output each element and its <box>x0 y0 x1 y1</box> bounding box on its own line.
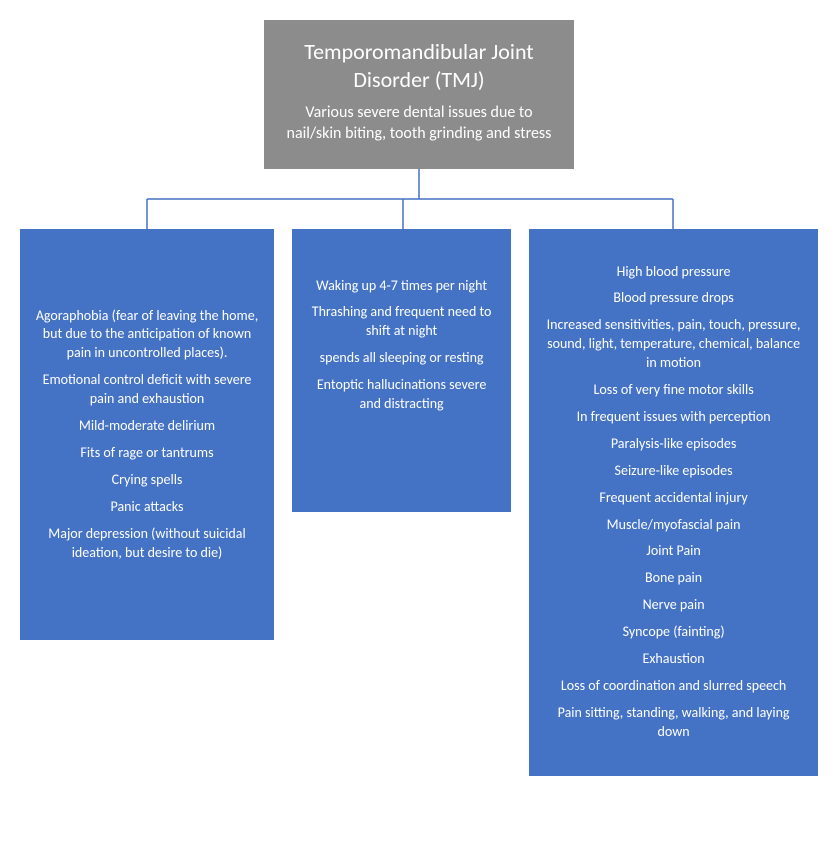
column-right: High blood pressure Blood pressure drops… <box>529 229 818 776</box>
list-item: Increased sensitivities, pain, touch, pr… <box>543 316 804 373</box>
list-item: Mild-moderate delirium <box>34 417 260 436</box>
list-item: Nerve pain <box>543 596 804 615</box>
list-item: Fits of rage or tantrums <box>34 444 260 463</box>
connector-lines <box>20 169 818 229</box>
list-item: Loss of coordination and slurred speech <box>543 677 804 696</box>
list-item: Exhaustion <box>543 650 804 669</box>
root-node: Temporomandibular Joint Disorder (TMJ) V… <box>264 20 574 169</box>
org-chart-diagram: Temporomandibular Joint Disorder (TMJ) V… <box>20 20 818 776</box>
list-item: Loss of very fine motor skills <box>543 381 804 400</box>
column-middle: Waking up 4-7 times per night Thrashing … <box>292 229 511 512</box>
list-item: Panic attacks <box>34 498 260 517</box>
list-item: Seizure-like episodes <box>543 462 804 481</box>
list-item: Emotional control deficit with severe pa… <box>34 371 260 409</box>
list-item: Muscle/myofascial pain <box>543 516 804 535</box>
list-item: Pain sitting, standing, walking, and lay… <box>543 704 804 742</box>
list-item: Bone pain <box>543 569 804 588</box>
list-item: spends all sleeping or resting <box>306 349 497 368</box>
list-item: In frequent issues with perception <box>543 408 804 427</box>
list-item: Crying spells <box>34 471 260 490</box>
list-item: Joint Pain <box>543 542 804 561</box>
list-item: High blood pressure <box>543 263 804 282</box>
connector-area <box>20 169 818 229</box>
list-item: Agoraphobia (fear of leaving the home, b… <box>34 307 260 364</box>
root-subtitle: Various severe dental issues due to nail… <box>284 103 554 145</box>
list-item: Frequent accidental injury <box>543 489 804 508</box>
list-item: Waking up 4-7 times per night <box>306 277 497 296</box>
list-item: Syncope (fainting) <box>543 623 804 642</box>
list-item: Entoptic hallucinations severe and distr… <box>306 376 497 414</box>
column-left: Agoraphobia (fear of leaving the home, b… <box>20 229 274 641</box>
list-item: Blood pressure drops <box>543 289 804 308</box>
list-item: Major depression (without suicidal ideat… <box>34 525 260 563</box>
list-item: Paralysis-like episodes <box>543 435 804 454</box>
list-item: Thrashing and frequent need to shift at … <box>306 303 497 341</box>
child-columns: Agoraphobia (fear of leaving the home, b… <box>20 229 818 776</box>
root-title: Temporomandibular Joint Disorder (TMJ) <box>284 38 554 93</box>
